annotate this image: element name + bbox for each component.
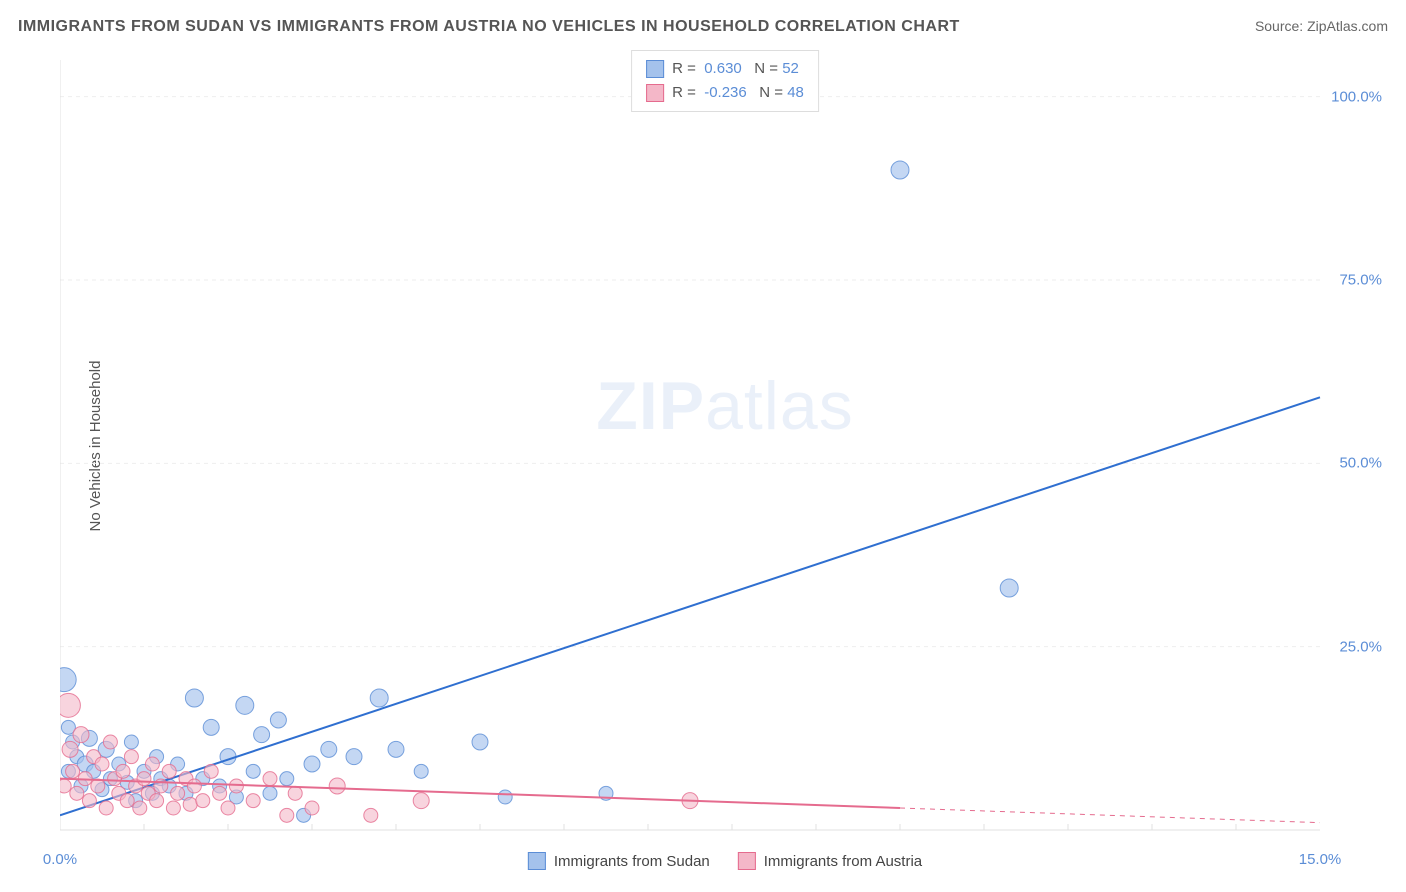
legend-series: Immigrants from Sudan Immigrants from Aus… — [528, 852, 922, 870]
legend-swatch — [738, 852, 756, 870]
chart-title: IMMIGRANTS FROM SUDAN VS IMMIGRANTS FROM… — [18, 18, 960, 36]
source-prefix: Source: — [1255, 18, 1307, 34]
legend-statistics: R = 0.630 N = 52R = -0.236 N = 48 — [631, 50, 819, 112]
y-tick-label: 100.0% — [1331, 88, 1382, 105]
source-attribution: Source: ZipAtlas.com — [1255, 18, 1388, 34]
legend-series-item: Immigrants from Sudan — [528, 852, 710, 870]
legend-stat-row: R = -0.236 N = 48 — [646, 81, 804, 105]
legend-swatch — [528, 852, 546, 870]
legend-stat-text: R = 0.630 N = 52 — [672, 57, 799, 81]
chart-area: ZIPatlas R = 0.630 N = 52R = -0.236 N = … — [60, 50, 1390, 840]
source-name: ZipAtlas.com — [1307, 18, 1388, 34]
legend-swatch — [646, 84, 664, 102]
legend-series-label: Immigrants from Sudan — [554, 853, 710, 870]
y-tick-label: 75.0% — [1339, 272, 1382, 289]
legend-swatch — [646, 60, 664, 78]
legend-stat-text: R = -0.236 N = 48 — [672, 81, 804, 105]
x-tick-label: 15.0% — [1299, 851, 1342, 868]
legend-stat-row: R = 0.630 N = 52 — [646, 57, 804, 81]
y-tick-label: 25.0% — [1339, 638, 1382, 655]
y-tick-label: 50.0% — [1339, 455, 1382, 472]
scatter-plot — [60, 50, 1390, 840]
legend-series-label: Immigrants from Austria — [764, 853, 922, 870]
x-tick-label: 0.0% — [43, 851, 77, 868]
legend-series-item: Immigrants from Austria — [738, 852, 922, 870]
